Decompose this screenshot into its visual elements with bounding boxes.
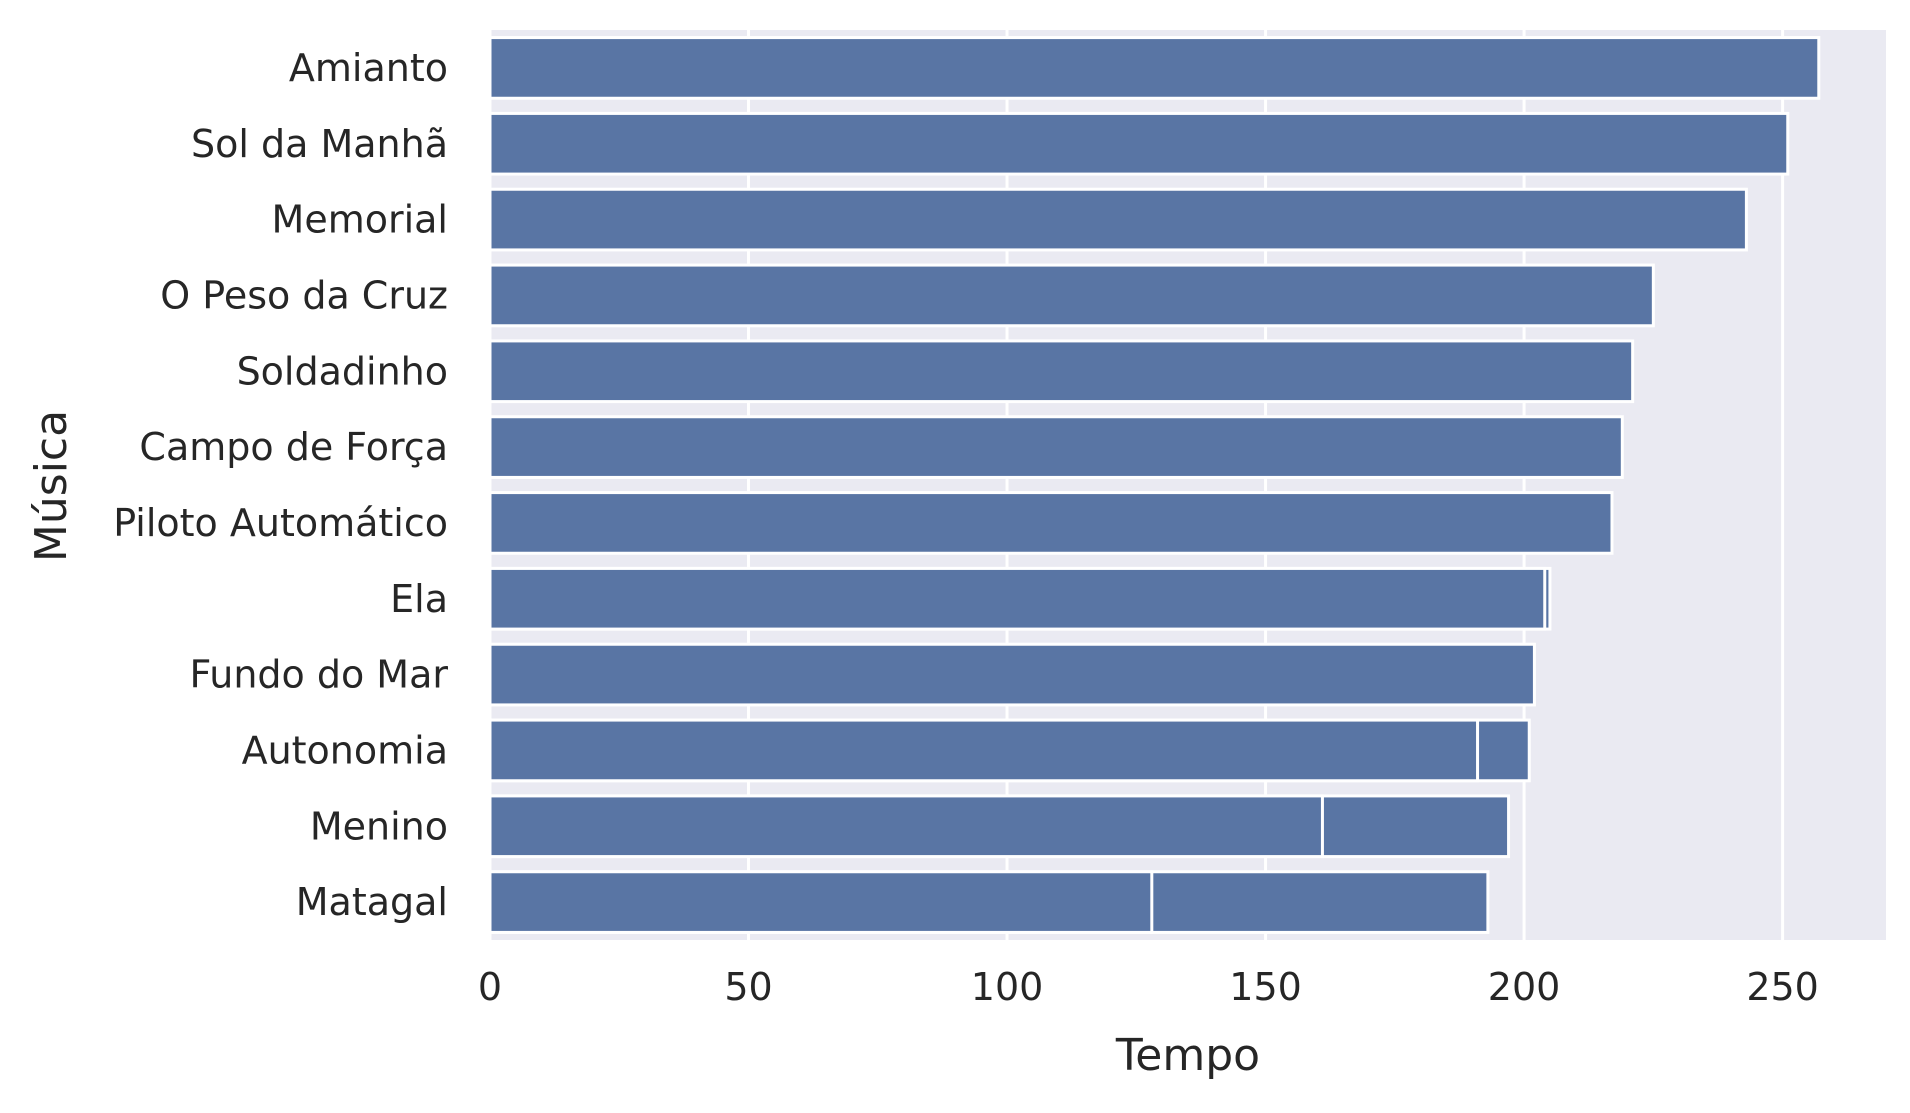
category-label: Memorial [272,198,448,242]
x-tick-label: 100 [971,965,1044,1009]
category-label: Sol da Manhã [191,122,448,166]
x-tick-labels: 0 50 100 150 200 250 [478,965,1819,1009]
bar-memorial-s0 [488,187,1748,252]
y-axis-title: Música [26,410,77,562]
category-label: Matagal [296,880,448,924]
plot-area-background [490,30,1886,940]
category-label: O Peso da Cruz [160,273,448,317]
bar-sol-da-manh--s0 [488,111,1790,176]
bar-ela-s1 [488,566,1547,631]
bar-autonomia-s1 [488,718,1480,783]
bars [488,36,1821,934]
x-tick-label: 250 [1746,965,1819,1009]
bar-o-peso-da-cruz-s0 [488,263,1655,328]
category-label: Menino [310,804,448,848]
category-label: Ela [390,577,448,621]
bar-fundo-do-mar-s0 [488,642,1536,707]
grid-lines [488,30,1785,940]
category-label: Piloto Automático [113,501,448,545]
category-label: Amianto [289,46,448,90]
bar-soldadinho-s0 [488,339,1635,404]
bar-amianto-s0 [488,36,1821,100]
category-labels: Amianto Sol da Manhã Memorial O Peso da Cru… [113,46,448,924]
x-tick-label: 0 [478,965,502,1009]
category-label: Autonomia [242,728,448,772]
x-axis-title: Tempo [1115,1030,1260,1081]
bar-matagal-s1 [488,870,1154,934]
bar-campo-de-for-a-s0 [488,415,1624,479]
x-tick-label: 200 [1488,965,1561,1009]
bar-piloto-autom-tico-s0 [488,491,1614,555]
bar-menino-s1 [488,794,1324,859]
category-label: Soldadinho [237,349,448,393]
x-tick-label: 150 [1229,965,1302,1009]
x-tick-label: 50 [724,965,772,1009]
category-label: Campo de Força [139,425,448,469]
category-label: Fundo do Mar [189,653,448,697]
